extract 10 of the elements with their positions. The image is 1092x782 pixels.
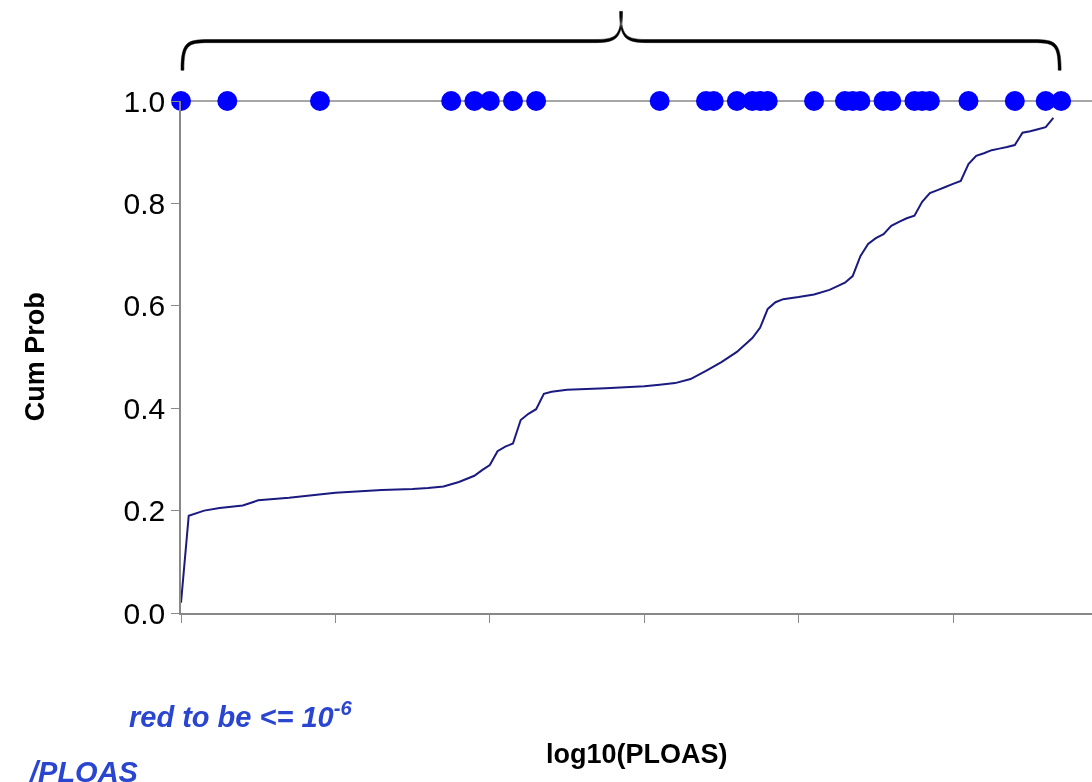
y-tick-label: 1.0 xyxy=(123,84,166,118)
y-tick-label: 0.4 xyxy=(123,391,166,425)
y-tick-label: 0.2 xyxy=(123,494,166,528)
y-tick-label: 0.8 xyxy=(123,186,166,220)
text: red to be <= 10$^{-6}$ xyxy=(129,697,353,734)
y-tick-label: 0.0 xyxy=(123,596,166,630)
text: /PLOAS xyxy=(28,756,139,782)
y-tick-label: 0.6 xyxy=(123,289,166,323)
y-axis-title: Cum Prob xyxy=(20,292,51,422)
x-axis-title: log10(PLOAS) xyxy=(546,739,728,769)
